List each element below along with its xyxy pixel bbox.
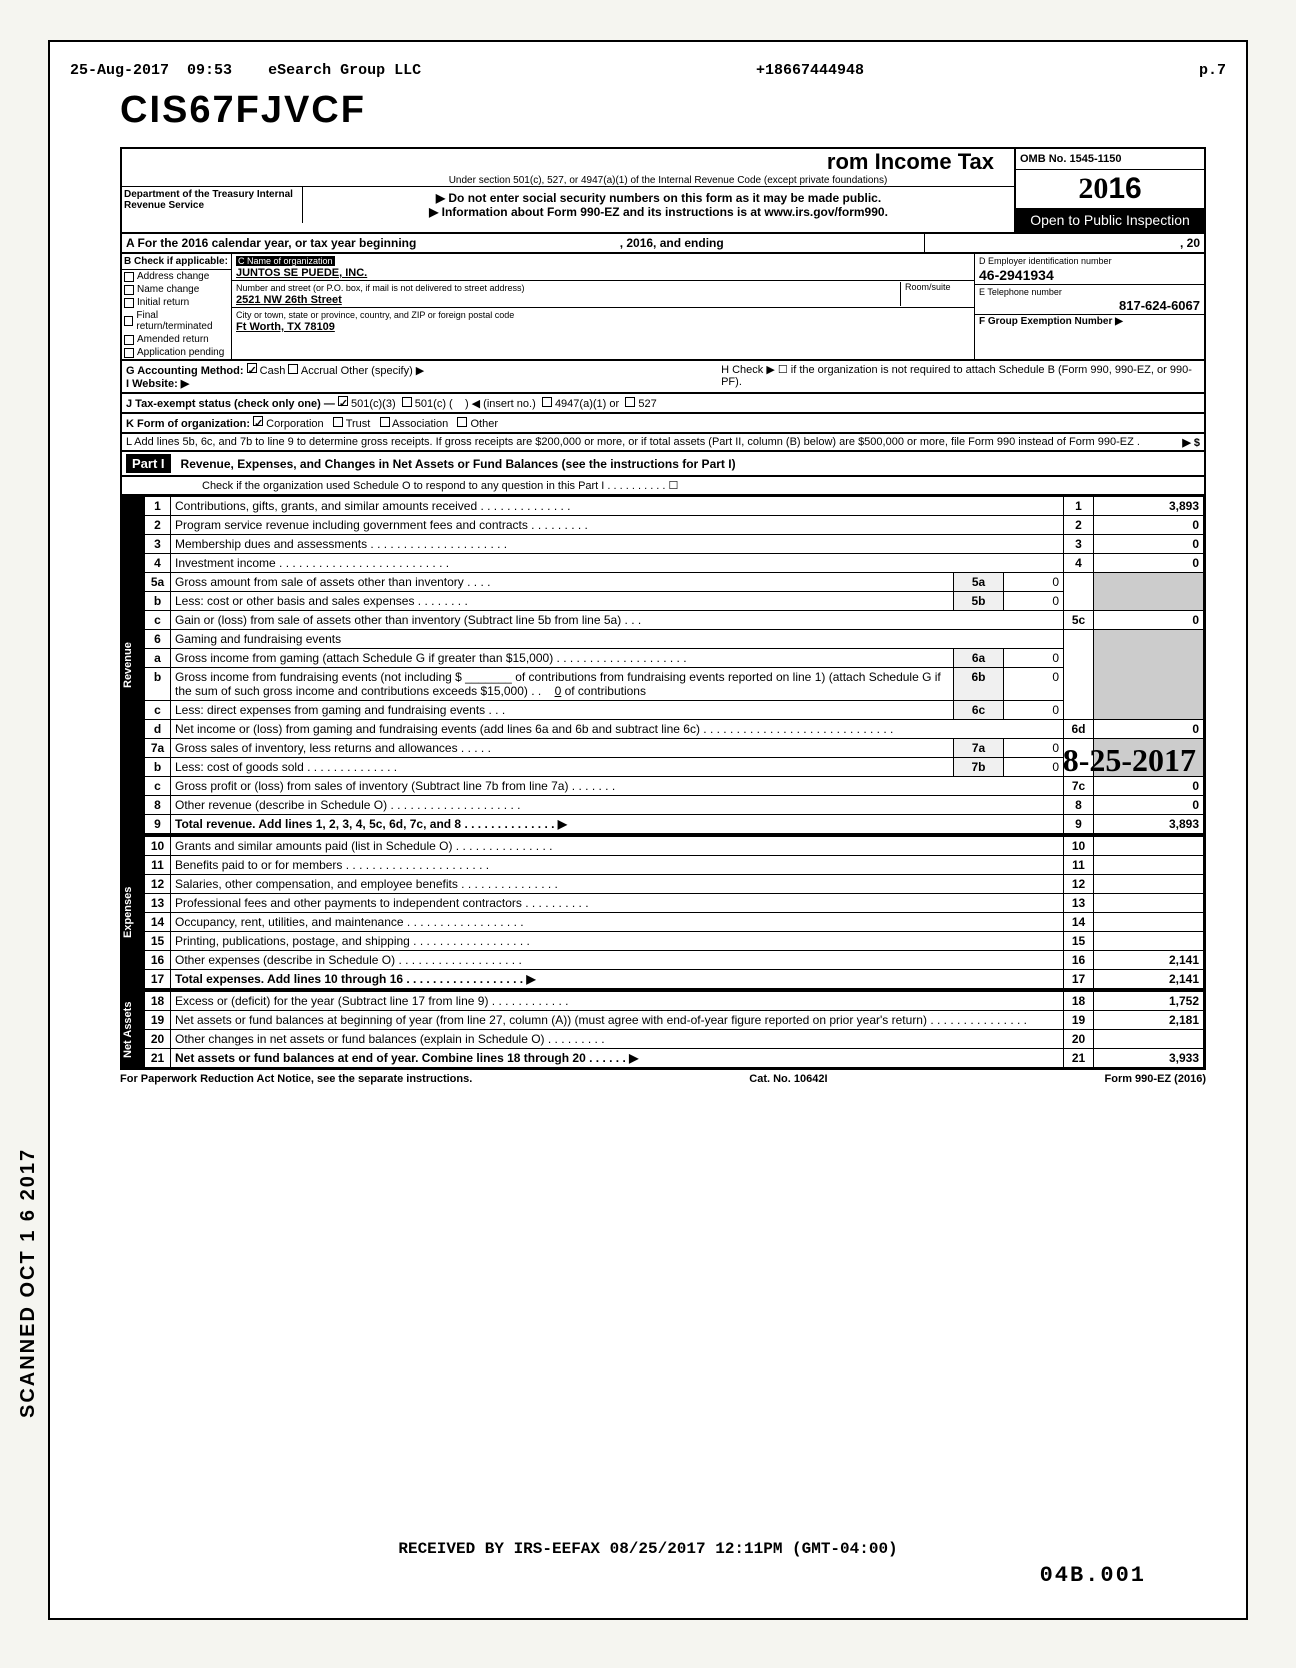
- org-name: JUNTOS SE PUEDE, INC.: [236, 267, 367, 279]
- dept-label: Department of the Treasury Internal Reve…: [122, 187, 302, 223]
- line-l: L Add lines 5b, 6c, and 7b to line 9 to …: [126, 436, 1140, 448]
- checkbox-other[interactable]: [457, 417, 467, 427]
- document-code: CIS67FJVCF: [120, 89, 1226, 132]
- section-b-checks: B Check if applicable: Address change Na…: [122, 254, 232, 359]
- fax-page: p.7: [1199, 62, 1226, 79]
- checkbox-accrual[interactable]: [288, 364, 298, 374]
- footer-catno: Cat. No. 10642I: [749, 1073, 827, 1085]
- footer-paperwork: For Paperwork Reduction Act Notice, see …: [120, 1073, 472, 1085]
- part1-table: 1Contributions, gifts, grants, and simil…: [144, 496, 1204, 834]
- checkbox-final[interactable]: [124, 316, 133, 326]
- form-990ez: rom Income Tax Under section 501(c), 527…: [120, 147, 1206, 1088]
- part1-header: Part I: [126, 454, 171, 473]
- scanned-stamp: SCANNED OCT 1 6 2017: [17, 1148, 40, 1418]
- line-a-ending: , 20: [924, 234, 1204, 252]
- line-f: F Group Exemption Number ▶: [975, 315, 1204, 328]
- revenue-side-label: Revenue: [122, 496, 144, 834]
- checkbox-name-change[interactable]: [124, 285, 134, 295]
- checkbox-4947[interactable]: [542, 397, 552, 407]
- part1-title: Revenue, Expenses, and Changes in Net As…: [181, 457, 736, 471]
- page: 25-Aug-2017 09:53 eSearch Group LLC +186…: [48, 40, 1248, 1620]
- line-g-label: G Accounting Method:: [126, 365, 244, 377]
- tax-year: 2016: [1016, 170, 1204, 208]
- fax-date: 25-Aug-2017 09:53 eSearch Group LLC: [70, 62, 421, 79]
- expenses-side-label: Expenses: [122, 836, 144, 989]
- footer-form: Form 990-EZ (2016): [1105, 1073, 1206, 1085]
- open-to-public: Open to Public Inspection: [1016, 208, 1204, 232]
- phone: 817-624-6067: [979, 298, 1200, 313]
- subtitle-no-ssn: ▶ Do not enter social security numbers o…: [307, 191, 1010, 205]
- checkbox-corp[interactable]: [253, 416, 263, 426]
- handwritten-date: 8-25-2017: [1063, 742, 1196, 779]
- checkbox-501c[interactable]: [402, 397, 412, 407]
- fax-number: +18667444948: [756, 62, 864, 79]
- subtitle-info: ▶ Information about Form 990-EZ and its …: [307, 205, 1010, 219]
- line-i-label: I Website: ▶: [126, 378, 189, 390]
- line-a-label: A For the 2016 calendar year, or tax yea…: [126, 236, 416, 250]
- checkbox-527[interactable]: [625, 397, 635, 407]
- checkbox-pending[interactable]: [124, 348, 134, 358]
- ein: 46-2941934: [979, 267, 1054, 283]
- line-h: H Check ▶ ☐ if the organization is not r…: [717, 361, 1204, 392]
- batch-stamp: 04B.001: [1040, 1563, 1146, 1588]
- checkbox-amended[interactable]: [124, 335, 134, 345]
- netassets-side-label: Net Assets: [122, 991, 144, 1068]
- checkbox-initial[interactable]: [124, 298, 134, 308]
- form-title: rom Income Tax: [322, 149, 1014, 175]
- part1-schedule-o-check: Check if the organization used Schedule …: [120, 477, 1206, 496]
- checkbox-cash[interactable]: [247, 363, 257, 373]
- checkbox-501c3[interactable]: [338, 396, 348, 406]
- checkbox-assoc[interactable]: [380, 417, 390, 427]
- form-subtitle-under: Under section 501(c), 527, or 4947(a)(1)…: [322, 175, 1014, 186]
- checkbox-trust[interactable]: [333, 417, 343, 427]
- fax-header: 25-Aug-2017 09:53 eSearch Group LLC +186…: [70, 62, 1226, 79]
- org-address: 2521 NW 26th Street: [236, 294, 342, 306]
- checkbox-addr-change[interactable]: [124, 272, 134, 282]
- org-city: Ft Worth, TX 78109: [236, 321, 335, 333]
- received-stamp: RECEIVED BY IRS-EEFAX 08/25/2017 12:11PM…: [50, 1540, 1246, 1558]
- omb-number: OMB No. 1545-1150: [1016, 149, 1204, 170]
